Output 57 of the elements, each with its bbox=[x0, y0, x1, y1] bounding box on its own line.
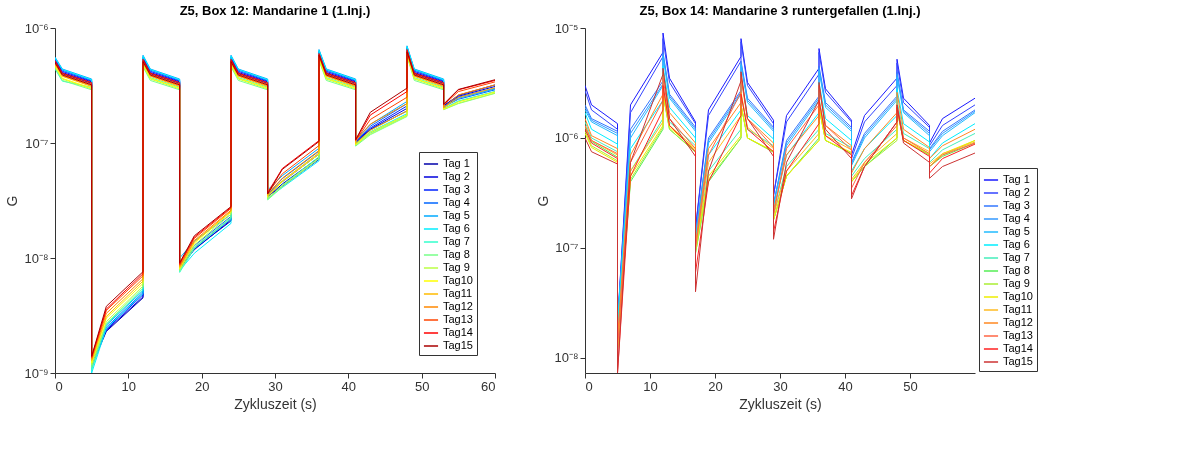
legend-label: Tag15 bbox=[1003, 355, 1033, 367]
legend-label: Tag11 bbox=[1003, 303, 1033, 315]
x-axis-title: Zykluszeit (s) bbox=[739, 395, 822, 412]
x-tick-label: 30 bbox=[773, 378, 788, 394]
legend-label: Tag13 bbox=[1003, 329, 1033, 341]
legend-label: Tag10 bbox=[443, 274, 473, 286]
legend-label: Tag 5 bbox=[1003, 225, 1030, 237]
legend-label: Tag 6 bbox=[443, 222, 470, 234]
x-tick-label: 20 bbox=[708, 378, 723, 394]
legend-label: Tag 1 bbox=[443, 157, 470, 169]
legend-label: Tag 3 bbox=[1003, 199, 1030, 211]
legend-label: Tag 1 bbox=[1003, 173, 1030, 185]
x-tick-label: 50 bbox=[903, 378, 918, 394]
x-tick-label: 60 bbox=[481, 378, 496, 394]
x-tick-label: 40 bbox=[838, 378, 853, 394]
legend-label: Tag 4 bbox=[443, 196, 470, 208]
chart-title: Z5, Box 14: Mandarine 3 runtergefallen (1.Inj.) bbox=[639, 3, 921, 18]
legend-label: Tag15 bbox=[443, 339, 473, 351]
x-tick-label: 10 bbox=[121, 378, 137, 394]
legend-label: Tag13 bbox=[443, 313, 473, 325]
y-tick-label: 10⁻⁷ bbox=[555, 240, 579, 256]
legend-label: Tag 6 bbox=[1003, 238, 1030, 250]
y-tick-label: 10⁻⁸ bbox=[554, 350, 579, 366]
legend-label: Tag14 bbox=[1003, 342, 1033, 354]
x-tick-label: 50 bbox=[414, 378, 430, 394]
y-axis-title: G bbox=[4, 195, 21, 207]
legend-label: Tag11 bbox=[443, 287, 473, 299]
x-tick-label: 0 bbox=[55, 378, 63, 394]
y-tick-label: 10⁻⁶ bbox=[554, 130, 579, 146]
legend-label: Tag 7 bbox=[443, 235, 470, 247]
legend-label: Tag14 bbox=[443, 326, 473, 338]
legend-label: Tag 4 bbox=[1003, 212, 1030, 224]
chart-title: Z5, Box 12: Mandarine 1 (1.Inj.) bbox=[179, 3, 371, 18]
legend-label: Tag 8 bbox=[1003, 264, 1030, 276]
legend-label: Tag12 bbox=[1003, 316, 1033, 328]
x-tick-label: 0 bbox=[585, 378, 593, 394]
legend-label: Tag 8 bbox=[443, 248, 470, 260]
legend-label: Tag 2 bbox=[443, 170, 470, 182]
y-tick-label: 10⁻⁸ bbox=[24, 250, 49, 266]
y-tick-label: 10⁻⁵ bbox=[554, 20, 579, 36]
legend-label: Tag 2 bbox=[1003, 186, 1030, 198]
legend-label: Tag12 bbox=[443, 300, 473, 312]
x-axis-title: Zykluszeit (s) bbox=[234, 395, 317, 412]
legend-label: Tag 9 bbox=[1003, 277, 1030, 289]
legend-label: Tag 3 bbox=[443, 183, 470, 195]
legend-label: Tag 5 bbox=[443, 209, 470, 221]
y-tick-label: 10⁻⁷ bbox=[25, 135, 49, 151]
legend-label: Tag10 bbox=[1003, 290, 1033, 302]
x-tick-label: 10 bbox=[643, 378, 658, 394]
legend-label: Tag 7 bbox=[1003, 251, 1030, 263]
x-tick-label: 20 bbox=[194, 378, 210, 394]
y-axis-title: G bbox=[534, 195, 551, 207]
x-tick-label: 30 bbox=[268, 378, 283, 394]
y-tick-label: 10⁻⁶ bbox=[24, 20, 49, 36]
y-tick-label: 10⁻⁹ bbox=[24, 365, 49, 381]
x-tick-label: 40 bbox=[341, 378, 357, 394]
legend-label: Tag 9 bbox=[443, 261, 470, 273]
